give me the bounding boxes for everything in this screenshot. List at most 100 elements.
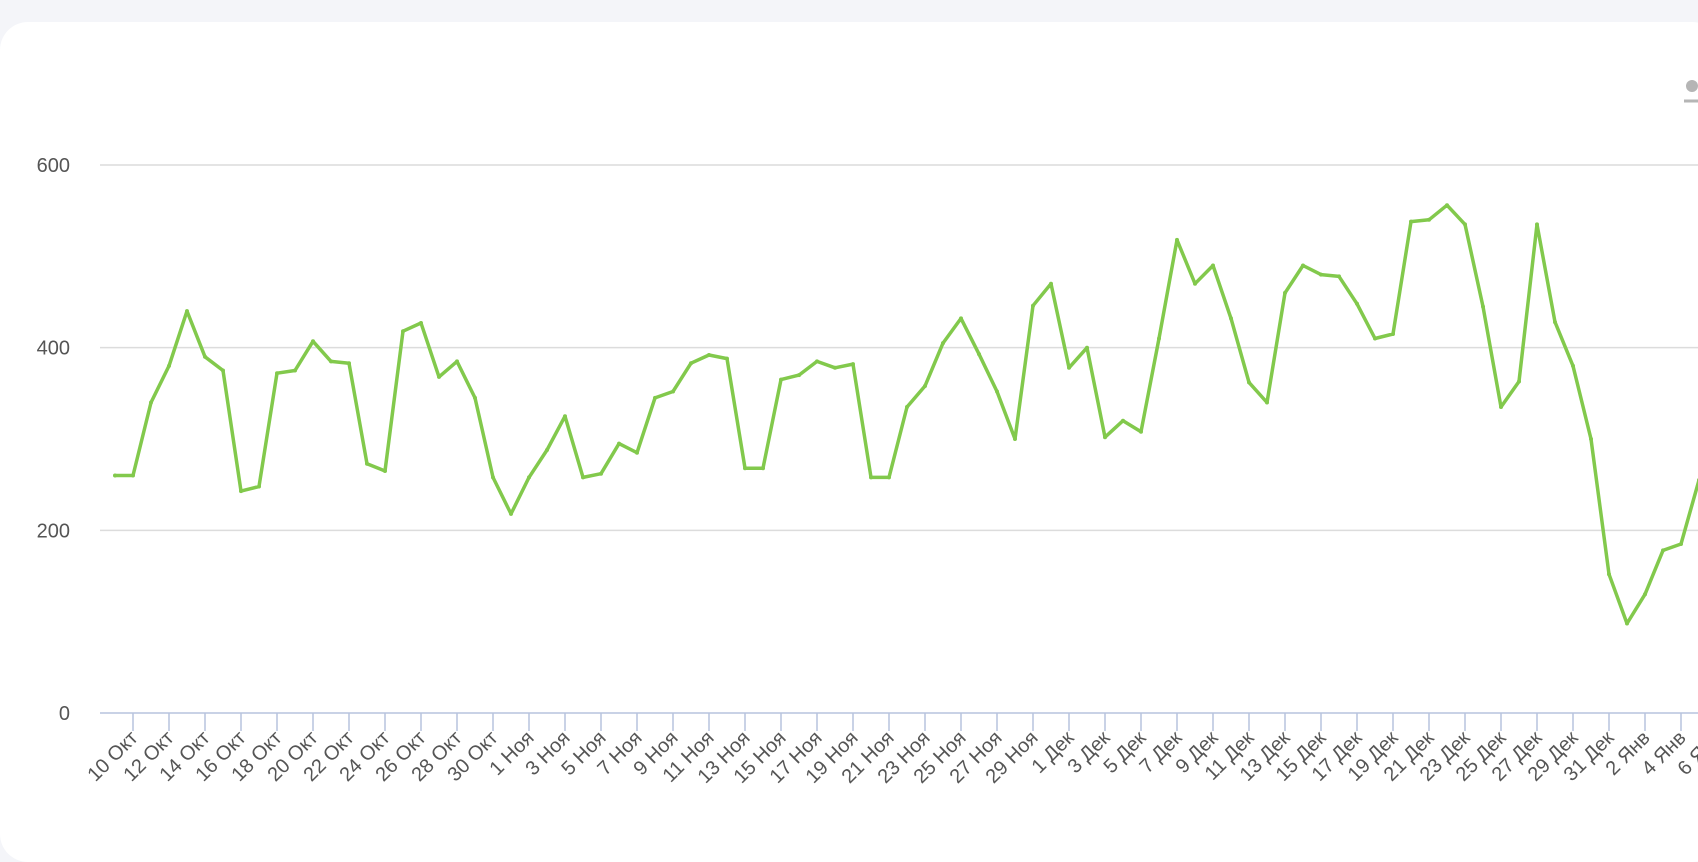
- data-point[interactable]: [1625, 621, 1629, 626]
- data-point[interactable]: [1481, 304, 1485, 309]
- data-point[interactable]: [527, 475, 531, 480]
- data-point[interactable]: [419, 321, 423, 325]
- data-point[interactable]: [1337, 274, 1341, 279]
- data-point[interactable]: [491, 475, 495, 480]
- data-point[interactable]: [689, 361, 693, 366]
- legend-marker[interactable]: [1686, 80, 1698, 92]
- data-point[interactable]: [581, 475, 585, 480]
- data-point[interactable]: [977, 352, 981, 357]
- data-point[interactable]: [851, 362, 855, 367]
- data-point[interactable]: [599, 471, 603, 476]
- data-point[interactable]: [1103, 435, 1107, 440]
- data-point[interactable]: [725, 356, 729, 361]
- data-point[interactable]: [365, 461, 369, 466]
- data-point[interactable]: [1031, 303, 1035, 308]
- data-point[interactable]: [131, 473, 135, 478]
- data-point[interactable]: [653, 395, 657, 400]
- data-point[interactable]: [1049, 281, 1053, 286]
- data-point[interactable]: [347, 361, 351, 366]
- data-point[interactable]: [257, 484, 261, 489]
- data-point[interactable]: [221, 368, 225, 373]
- data-point[interactable]: [905, 405, 909, 409]
- y-tick-label: 400: [37, 338, 70, 360]
- data-point[interactable]: [1247, 380, 1251, 385]
- data-point[interactable]: [1391, 332, 1395, 336]
- data-point[interactable]: [1013, 437, 1017, 441]
- data-point[interactable]: [545, 448, 549, 452]
- grid-lines: [100, 164, 1698, 532]
- data-point[interactable]: [437, 374, 441, 379]
- data-point[interactable]: [383, 469, 387, 473]
- chart-card: [0, 22, 1698, 862]
- data-point[interactable]: [617, 441, 621, 446]
- data-point[interactable]: [941, 341, 945, 346]
- data-point[interactable]: [1409, 219, 1413, 224]
- data-point[interactable]: [995, 389, 999, 394]
- data-point[interactable]: [455, 359, 459, 364]
- data-point[interactable]: [1571, 363, 1575, 368]
- data-point[interactable]: [1211, 263, 1215, 268]
- data-point[interactable]: [329, 359, 333, 364]
- data-point[interactable]: [113, 473, 117, 478]
- data-point[interactable]: [509, 511, 513, 516]
- data-point[interactable]: [1535, 222, 1539, 227]
- data-point[interactable]: [1085, 345, 1089, 350]
- data-point[interactable]: [1499, 405, 1503, 409]
- data-point[interactable]: [815, 359, 819, 364]
- data-point[interactable]: [1175, 237, 1179, 242]
- data-point[interactable]: [401, 329, 405, 334]
- data-point[interactable]: [1355, 301, 1359, 306]
- data-point[interactable]: [707, 353, 711, 357]
- data-point[interactable]: [1067, 365, 1071, 370]
- data-point[interactable]: [1607, 572, 1611, 577]
- data-point[interactable]: [1661, 548, 1665, 553]
- data-point[interactable]: [1229, 316, 1233, 321]
- data-point[interactable]: [743, 466, 747, 471]
- data-point[interactable]: [1589, 437, 1593, 441]
- data-point[interactable]: [1373, 336, 1377, 341]
- data-point[interactable]: [1265, 400, 1269, 405]
- y-tick-label: 0: [59, 703, 70, 725]
- data-point[interactable]: [1121, 418, 1125, 423]
- data-point[interactable]: [887, 475, 891, 480]
- data-point[interactable]: [1301, 263, 1305, 268]
- data-point[interactable]: [149, 400, 153, 405]
- data-point[interactable]: [1445, 203, 1449, 208]
- data-point[interactable]: [833, 365, 837, 370]
- data-point[interactable]: [185, 309, 189, 314]
- data-point[interactable]: [1283, 290, 1287, 295]
- y-tick-label: 600: [37, 155, 70, 177]
- data-point[interactable]: [761, 466, 765, 471]
- data-point[interactable]: [563, 414, 567, 419]
- data-point[interactable]: [1643, 592, 1647, 597]
- data-point[interactable]: [203, 354, 207, 359]
- legend[interactable]: [1684, 80, 1698, 103]
- data-point[interactable]: [779, 377, 783, 382]
- data-point[interactable]: [275, 371, 279, 376]
- data-point[interactable]: [635, 450, 639, 455]
- data-point[interactable]: [1553, 320, 1557, 325]
- data-point[interactable]: [1193, 281, 1197, 286]
- data-point[interactable]: [167, 363, 171, 368]
- data-point[interactable]: [671, 389, 675, 394]
- data-point[interactable]: [1427, 217, 1431, 222]
- data-point[interactable]: [959, 316, 963, 321]
- y-tick-label: 200: [37, 520, 70, 542]
- data-point[interactable]: [1517, 379, 1521, 384]
- series-line: [113, 203, 1698, 626]
- data-point[interactable]: [1157, 336, 1161, 341]
- data-point[interactable]: [311, 339, 315, 344]
- data-point[interactable]: [1319, 272, 1323, 277]
- data-point[interactable]: [239, 489, 243, 494]
- data-point[interactable]: [1463, 222, 1467, 227]
- data-point[interactable]: [473, 395, 477, 400]
- data-point[interactable]: [1139, 429, 1143, 434]
- data-point[interactable]: [1679, 542, 1683, 546]
- data-point[interactable]: [923, 384, 927, 388]
- series-group: [113, 203, 1698, 626]
- y-axis-labels: 0 200 400 600: [37, 155, 70, 725]
- data-point[interactable]: [797, 373, 801, 378]
- data-point[interactable]: [293, 368, 297, 373]
- x-axis: [100, 712, 1698, 731]
- data-point[interactable]: [869, 475, 873, 480]
